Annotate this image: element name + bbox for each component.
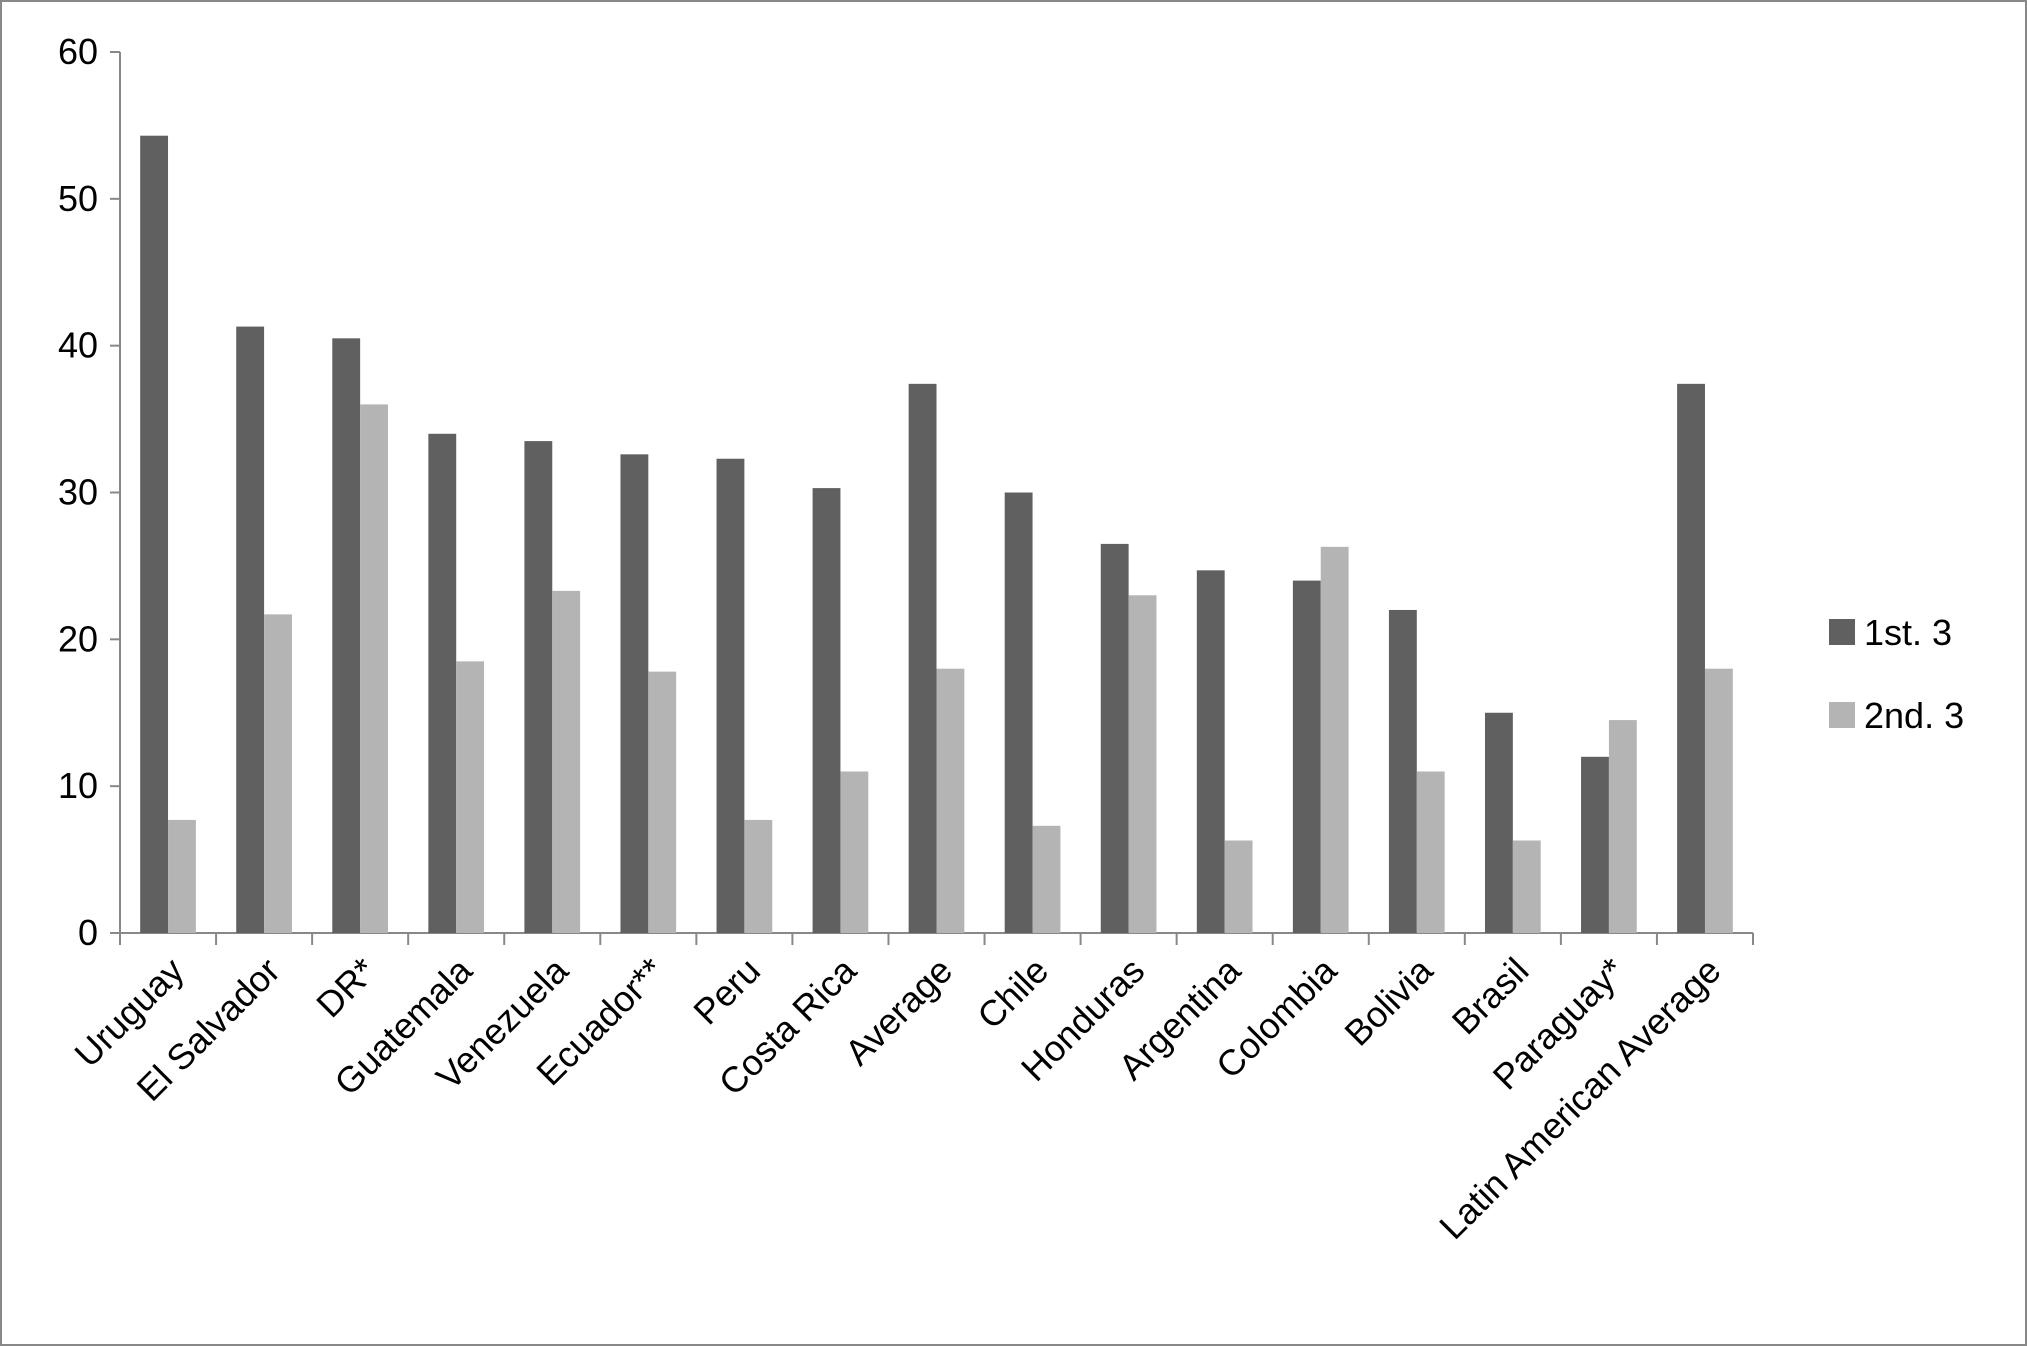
legend-swatch	[1829, 619, 1855, 645]
bar	[812, 488, 841, 933]
bar	[264, 614, 292, 933]
y-tick-label: 40	[58, 325, 98, 366]
bar	[1100, 543, 1129, 933]
bar	[1677, 383, 1705, 933]
bar	[744, 819, 773, 933]
y-tick-label: 50	[58, 178, 98, 219]
bar	[1292, 580, 1321, 933]
y-tick-label: 30	[58, 472, 98, 513]
bar	[1388, 609, 1417, 933]
bar	[620, 454, 649, 933]
bar	[648, 671, 677, 933]
bar	[1032, 825, 1061, 933]
bar	[456, 661, 485, 933]
bar	[1196, 570, 1225, 933]
bar	[1704, 668, 1733, 933]
bar	[716, 458, 745, 933]
bar	[140, 135, 169, 933]
bar	[552, 590, 581, 933]
bar	[1581, 756, 1609, 933]
bar	[168, 819, 196, 933]
bar	[1128, 595, 1157, 933]
bar	[1608, 720, 1637, 933]
legend-label: 1st. 3	[1864, 612, 1952, 653]
y-tick-label: 20	[58, 618, 98, 659]
bar	[428, 433, 457, 933]
y-tick-label: 0	[78, 912, 98, 953]
bar	[1320, 546, 1349, 933]
bar	[1416, 771, 1445, 933]
bar	[360, 404, 389, 933]
bar	[524, 441, 553, 933]
bar	[1512, 840, 1541, 933]
bar	[332, 338, 361, 933]
bar	[936, 668, 965, 933]
legend-label: 2nd. 3	[1864, 695, 1964, 736]
y-tick-label: 60	[58, 31, 98, 72]
bar	[908, 383, 937, 933]
bar	[840, 771, 869, 933]
bar	[1224, 840, 1253, 933]
y-tick-label: 10	[58, 765, 98, 806]
bar	[1004, 492, 1033, 933]
bar	[1484, 712, 1513, 933]
legend-swatch	[1829, 702, 1855, 728]
bar	[236, 326, 265, 933]
